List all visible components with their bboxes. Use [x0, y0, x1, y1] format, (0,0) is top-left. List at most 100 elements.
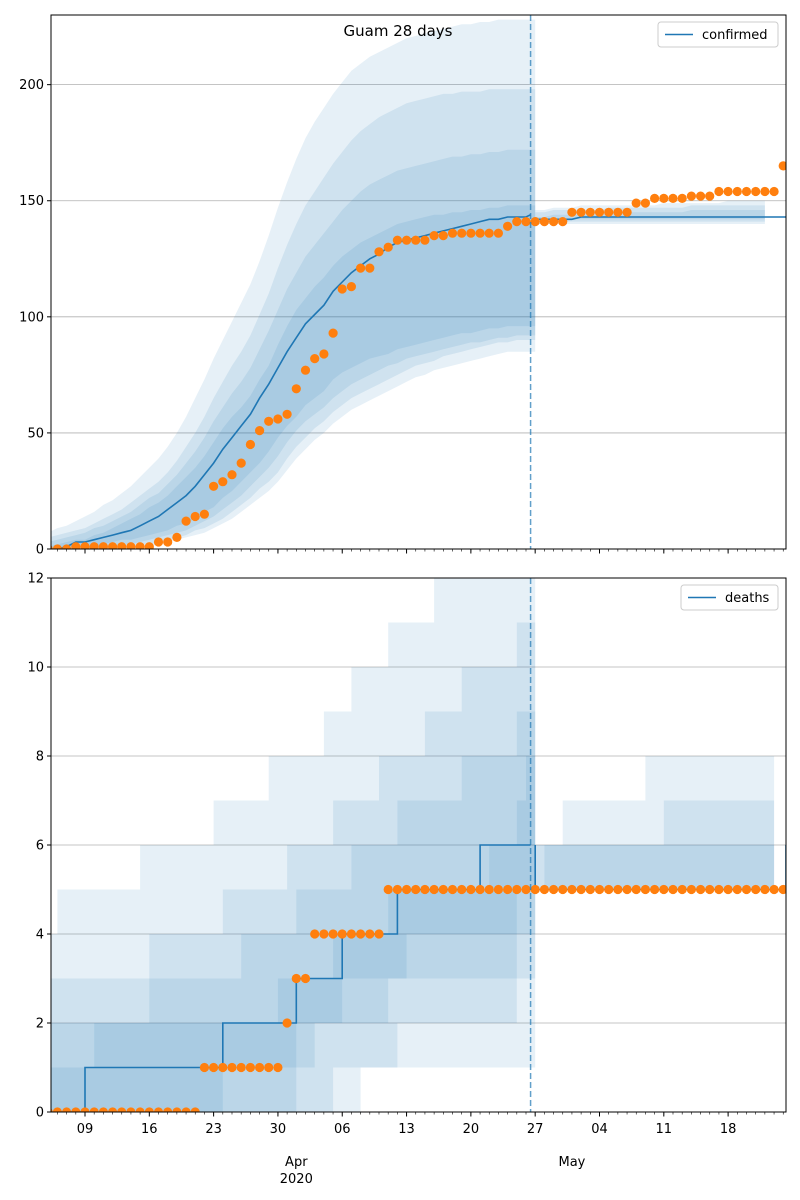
observed-point [668, 193, 678, 203]
observed-point [227, 1062, 237, 1073]
observed-point [512, 217, 522, 227]
observed-point [493, 228, 503, 238]
observed-point [282, 1018, 292, 1028]
observed-point [420, 235, 430, 245]
observed-point [236, 458, 246, 468]
observed-point [769, 186, 779, 197]
observed-point [429, 884, 439, 895]
observed-point [273, 414, 283, 424]
observed-point [98, 542, 108, 549]
observed-point [420, 884, 430, 895]
observed-point [686, 884, 697, 895]
observed-point [392, 884, 402, 895]
observed-point [705, 884, 715, 895]
observed-point [209, 1062, 219, 1073]
x-tick-label: 27 [527, 1122, 544, 1137]
observed-point [135, 1107, 145, 1112]
model-line [51, 213, 531, 549]
observed-point [126, 542, 136, 549]
observed-point [291, 384, 301, 394]
observed-point [521, 217, 531, 227]
observed-point [677, 884, 687, 895]
y-tick-label: 10 [27, 661, 44, 676]
observed-point [108, 542, 118, 549]
observed-point [549, 884, 559, 895]
uncertainty-band [51, 19, 536, 549]
observed-point [659, 193, 669, 203]
observed-point [310, 354, 320, 364]
observed-point [392, 235, 402, 245]
legend-label: confirmed [702, 28, 768, 43]
observed-point [71, 1107, 81, 1112]
observed-point [594, 884, 605, 895]
observed-point [300, 973, 311, 984]
observed-point [126, 1107, 136, 1112]
observed-point [640, 884, 651, 895]
observed-point [374, 929, 384, 939]
observed-point [732, 186, 742, 197]
observed-point [558, 884, 568, 895]
observed-point [622, 207, 632, 217]
y-tick-label: 8 [36, 750, 44, 765]
legend-label: deaths [725, 591, 770, 606]
x-month-label: Apr [285, 1155, 308, 1170]
observed-point [172, 532, 182, 543]
observed-point [356, 929, 366, 939]
observed-point [732, 884, 742, 895]
x-tick-label: 04 [591, 1122, 608, 1137]
x-tick-label: 11 [656, 1122, 673, 1137]
observed-point [457, 228, 467, 238]
observed-point [153, 1107, 164, 1112]
observed-point [245, 439, 255, 450]
figure-title: Guam 28 days [344, 22, 453, 40]
observed-point [714, 884, 724, 895]
uncertainty-band [51, 205, 536, 549]
observed-point [264, 1062, 274, 1073]
observed-point [751, 186, 761, 197]
observed-point [512, 884, 522, 895]
observed-point [89, 542, 99, 549]
observed-point [631, 884, 641, 895]
observed-point [475, 228, 485, 238]
y-tick-label: 12 [27, 572, 44, 587]
observed-point [62, 1107, 72, 1112]
observed-point [374, 247, 384, 257]
observed-point [567, 884, 577, 895]
observed-point [80, 542, 90, 549]
forecast-band [535, 210, 765, 222]
observed-point [567, 207, 577, 217]
uncertainty-band [51, 711, 536, 1112]
observed-point [163, 537, 173, 547]
confirmed-panel: 0 50 100 150 200 confirmed [19, 14, 787, 558]
observed-point [71, 542, 81, 549]
uncertainty-band [51, 89, 536, 549]
observed-point [218, 1062, 228, 1073]
observed-point [585, 884, 595, 895]
x-tick-label: 20 [463, 1122, 480, 1137]
observed-point [723, 186, 733, 197]
observed-point [576, 207, 586, 217]
observed-point [135, 542, 145, 549]
observed-point [622, 884, 632, 895]
observed-point [585, 207, 595, 217]
observed-point [163, 1107, 173, 1112]
observed-point [52, 1107, 62, 1112]
observed-point [411, 235, 421, 245]
observed-point [402, 884, 412, 895]
observed-point [365, 263, 375, 273]
observed-point [447, 228, 458, 238]
legend: deaths [680, 584, 779, 611]
plot-area [51, 19, 786, 549]
observed-point [117, 542, 127, 549]
observed-point [346, 282, 356, 292]
observed-point [255, 1062, 265, 1073]
observed-point [438, 231, 448, 241]
uncertainty-band [51, 578, 536, 1112]
observed-point [741, 186, 752, 197]
observed-point [255, 426, 265, 436]
shared-x-axis: 09 16 23 30 06 13 20 27 04 11 18 Apr 2020 May [77, 1122, 737, 1187]
forecast-band [535, 200, 765, 224]
observed-point [659, 884, 669, 895]
observed-point [117, 1107, 127, 1112]
